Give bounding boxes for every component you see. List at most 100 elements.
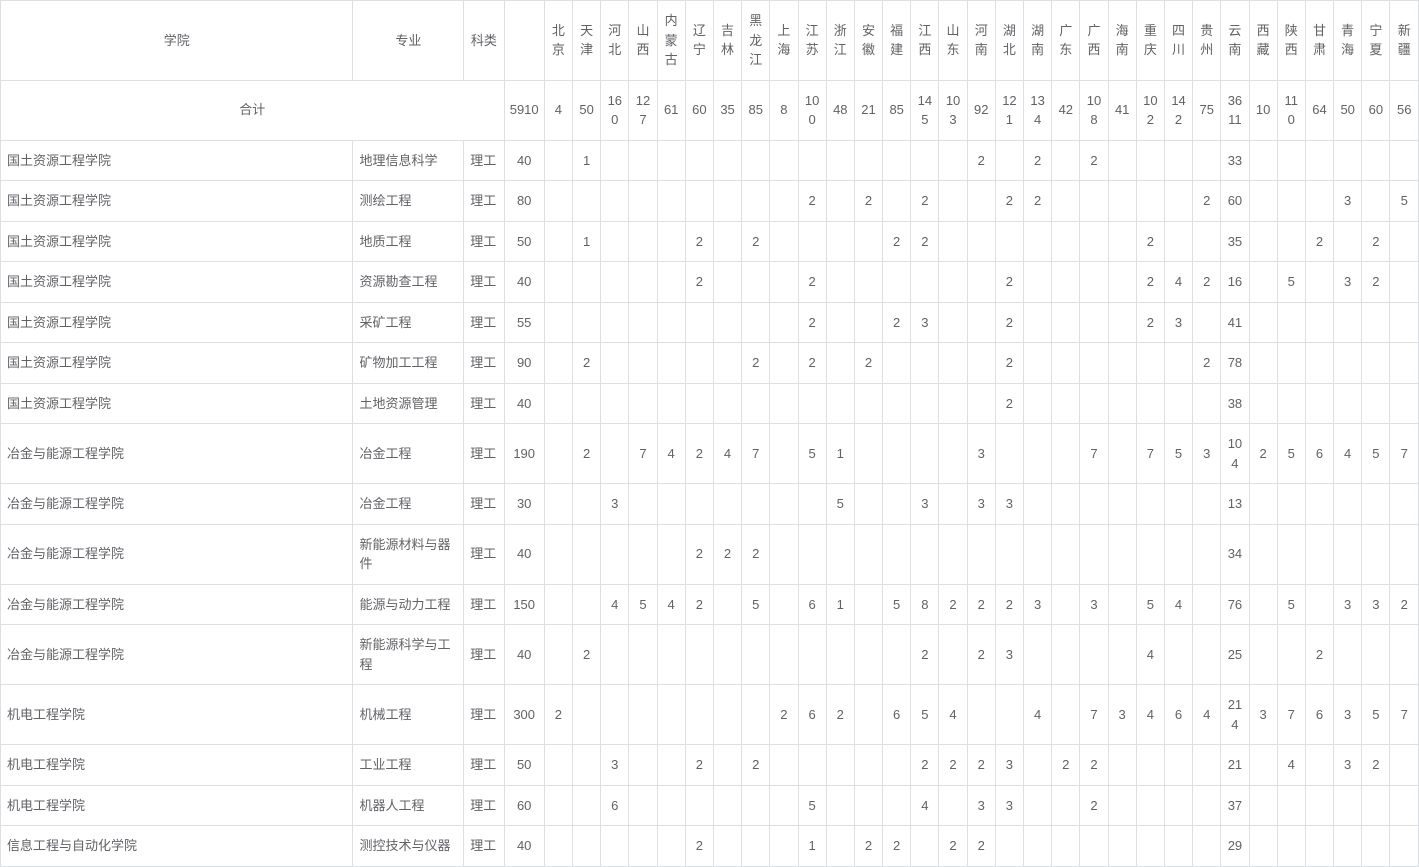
cell-value: 5 xyxy=(883,584,911,625)
cell-value xyxy=(939,181,967,222)
total-cell: 75 xyxy=(1193,80,1221,140)
cell-major: 地理信息科学 xyxy=(353,140,464,181)
header-province: 重庆 xyxy=(1136,1,1164,81)
cell-value xyxy=(911,424,939,484)
cell-value xyxy=(1164,745,1192,786)
cell-value xyxy=(1108,625,1136,685)
cell-value xyxy=(967,181,995,222)
cell-value: 2 xyxy=(1080,745,1108,786)
table-row: 冶金与能源工程学院能源与动力工程理工1504542561582223354765… xyxy=(1,584,1419,625)
cell-value: 4 xyxy=(939,685,967,745)
cell-value xyxy=(1164,221,1192,262)
cell-value: 41 xyxy=(1221,302,1249,343)
header-province: 黑龙江 xyxy=(742,1,770,81)
cell-value xyxy=(629,524,657,584)
cell-value xyxy=(657,140,685,181)
header-province: 山西 xyxy=(629,1,657,81)
cell-college: 国土资源工程学院 xyxy=(1,262,353,303)
cell-value xyxy=(995,140,1023,181)
cell-value xyxy=(1249,181,1277,222)
cell-value xyxy=(770,484,798,525)
cell-value: 5 xyxy=(1362,685,1390,745)
cell-value: 2 xyxy=(1362,221,1390,262)
cell-value: 16 xyxy=(1221,262,1249,303)
cell-value xyxy=(1080,625,1108,685)
cell-value xyxy=(1277,826,1305,867)
cell-value xyxy=(1249,745,1277,786)
cell-college: 冶金与能源工程学院 xyxy=(1,484,353,525)
cell-value xyxy=(1277,140,1305,181)
cell-value xyxy=(1390,302,1419,343)
cell-total: 50 xyxy=(504,745,544,786)
cell-value xyxy=(629,383,657,424)
cell-value: 2 xyxy=(1193,262,1221,303)
cell-value: 3 xyxy=(1024,584,1052,625)
cell-value: 7 xyxy=(1277,685,1305,745)
cell-value xyxy=(1136,140,1164,181)
header-province: 山东 xyxy=(939,1,967,81)
cell-value xyxy=(911,140,939,181)
cell-value: 2 xyxy=(967,584,995,625)
header-province: 湖北 xyxy=(995,1,1023,81)
cell-value xyxy=(1108,262,1136,303)
header-province: 新疆 xyxy=(1390,1,1419,81)
cell-value xyxy=(742,826,770,867)
cell-value xyxy=(911,383,939,424)
cell-value: 104 xyxy=(1221,424,1249,484)
cell-value xyxy=(1108,424,1136,484)
cell-value xyxy=(1193,625,1221,685)
cell-value xyxy=(1052,685,1080,745)
cell-value xyxy=(911,524,939,584)
cell-value xyxy=(1249,524,1277,584)
cell-value xyxy=(1024,383,1052,424)
cell-value xyxy=(770,745,798,786)
cell-value xyxy=(798,221,826,262)
cell-kelei: 理工 xyxy=(464,221,504,262)
cell-total: 40 xyxy=(504,625,544,685)
cell-value: 2 xyxy=(883,221,911,262)
cell-value: 2 xyxy=(854,343,882,384)
cell-value xyxy=(854,785,882,826)
cell-value xyxy=(1249,140,1277,181)
cell-value xyxy=(1390,383,1419,424)
cell-value xyxy=(770,140,798,181)
cell-value: 2 xyxy=(685,221,713,262)
cell-value: 6 xyxy=(883,685,911,745)
cell-value xyxy=(657,826,685,867)
cell-value: 2 xyxy=(685,584,713,625)
cell-value xyxy=(685,383,713,424)
cell-value xyxy=(657,745,685,786)
cell-value xyxy=(911,826,939,867)
cell-value xyxy=(1334,383,1362,424)
cell-college: 国土资源工程学院 xyxy=(1,221,353,262)
cell-value: 1 xyxy=(826,424,854,484)
cell-major: 冶金工程 xyxy=(353,484,464,525)
cell-value xyxy=(967,383,995,424)
cell-value: 1 xyxy=(573,221,601,262)
cell-value xyxy=(742,262,770,303)
cell-value xyxy=(601,262,629,303)
cell-value xyxy=(1305,524,1333,584)
cell-kelei: 理工 xyxy=(464,484,504,525)
cell-value: 2 xyxy=(1362,262,1390,303)
cell-value: 7 xyxy=(742,424,770,484)
cell-value xyxy=(657,524,685,584)
cell-value: 3 xyxy=(1193,424,1221,484)
cell-college: 机电工程学院 xyxy=(1,685,353,745)
cell-value xyxy=(1362,343,1390,384)
cell-value xyxy=(883,625,911,685)
header-kelei: 科类 xyxy=(464,1,504,81)
cell-value xyxy=(713,584,741,625)
cell-value xyxy=(1052,424,1080,484)
cell-value: 2 xyxy=(995,181,1023,222)
cell-value: 2 xyxy=(911,625,939,685)
cell-value xyxy=(1390,785,1419,826)
cell-value: 2 xyxy=(1080,140,1108,181)
cell-value: 7 xyxy=(1080,685,1108,745)
cell-value xyxy=(967,685,995,745)
cell-value: 3 xyxy=(911,302,939,343)
cell-value xyxy=(1080,221,1108,262)
cell-value xyxy=(883,262,911,303)
cell-value xyxy=(770,424,798,484)
cell-value xyxy=(1362,524,1390,584)
